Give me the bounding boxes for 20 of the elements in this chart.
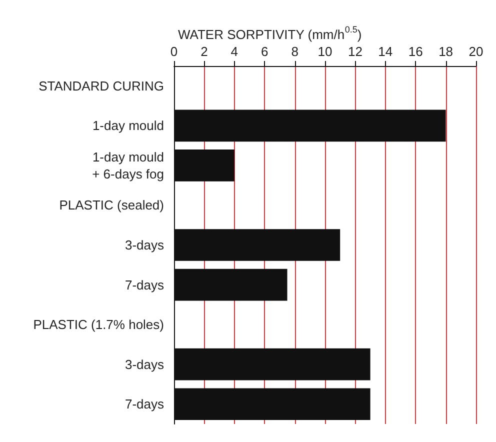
x-tick-label: 6: [260, 44, 268, 59]
y-tick-label: 3-days: [124, 238, 164, 252]
x-tick-label: 4: [230, 44, 238, 59]
y-tick-label: 1-day mould + 6-days fog: [92, 149, 164, 182]
y-tick-label: 7-days: [124, 277, 164, 292]
y-tick-label: 7-days: [124, 396, 164, 412]
x-tick-label: 0: [170, 44, 178, 59]
y-tick-label: 3-days: [124, 356, 164, 372]
x-tick-label: 2: [200, 44, 208, 59]
x-tick-label: 10: [318, 44, 332, 59]
y-tick-label: 1-day mould: [92, 118, 164, 134]
x-tick-label: 8: [291, 44, 298, 59]
x-tick-label: 18: [438, 44, 454, 59]
y-tick-label: PLASTIC (sealed): [59, 198, 164, 213]
x-tick-label: 14: [378, 44, 393, 59]
x-tick-label: 16: [408, 44, 423, 59]
y-tick-label: PLASTIC (1.7% holes): [33, 317, 164, 332]
x-tick-label: 20: [468, 44, 484, 59]
y-tick-label: STANDARD CURING: [38, 78, 164, 94]
x-tick-label: 12: [348, 44, 362, 59]
